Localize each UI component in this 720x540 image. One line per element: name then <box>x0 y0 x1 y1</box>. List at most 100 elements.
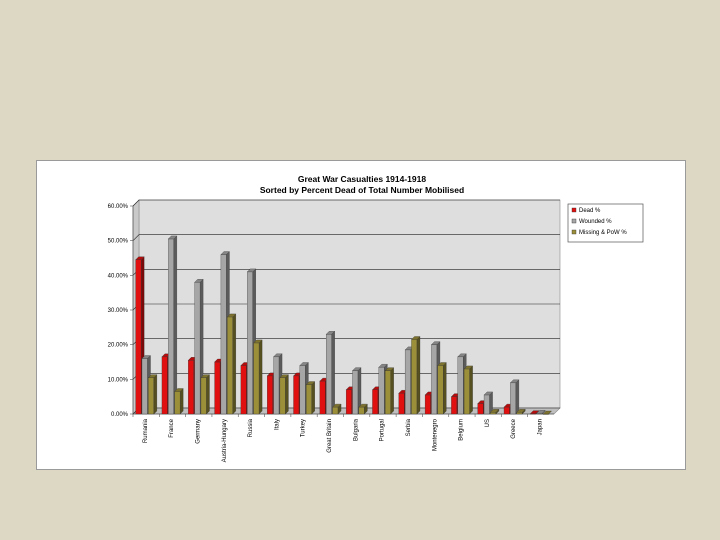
x-tick-label: Great Britain <box>327 419 333 453</box>
bar-top <box>437 362 447 366</box>
legend-entry: Dead % <box>579 208 601 214</box>
gridline <box>132 199 560 207</box>
legend: Dead % Wounded % Missing & PoW % <box>567 203 644 243</box>
bar-front <box>299 365 306 415</box>
bar-side <box>443 362 447 415</box>
x-tick-label: Germany <box>195 419 201 444</box>
bar-front <box>168 238 174 415</box>
bar-front <box>253 342 260 415</box>
bar-top <box>529 410 540 414</box>
bar-front <box>267 375 273 415</box>
legend-box <box>567 203 644 243</box>
bar-front <box>345 389 352 415</box>
bar <box>332 403 342 415</box>
bar <box>437 362 447 415</box>
gridline <box>132 234 560 241</box>
bar-side <box>416 336 421 415</box>
bar-front <box>220 254 227 415</box>
bar-top <box>516 409 526 413</box>
x-tick-label: Turkey <box>301 419 307 437</box>
bar-front <box>451 396 458 415</box>
bar-front <box>437 365 444 415</box>
bar-side <box>232 313 236 415</box>
bar-top <box>542 410 552 415</box>
bar <box>463 365 473 415</box>
legend-entry: Missing & PoW % <box>579 230 627 236</box>
x-tick-label: France <box>169 418 175 437</box>
bar <box>384 367 395 415</box>
y-tick-label: 50.00% <box>108 239 129 245</box>
x-tick-label: US <box>485 419 491 427</box>
bar-top <box>279 374 289 378</box>
bar-top <box>141 355 151 359</box>
bar-front <box>306 384 312 415</box>
bar-top <box>194 279 204 283</box>
bar-top <box>299 362 309 366</box>
y-tick-label: 10.00% <box>108 377 129 383</box>
bar-top <box>352 367 362 371</box>
bar-front <box>457 356 464 415</box>
bar-front <box>352 370 359 415</box>
bar <box>483 391 493 415</box>
bar <box>305 381 316 415</box>
bar-side <box>515 379 520 415</box>
bar-front <box>319 380 326 415</box>
bar-top <box>226 313 237 318</box>
bar-front <box>141 358 148 415</box>
bar-front <box>293 375 300 415</box>
bar-side <box>311 381 315 415</box>
bar-top <box>384 367 395 371</box>
x-tick-label: Rumania <box>143 418 149 443</box>
bar <box>490 408 500 415</box>
bar-top <box>457 353 467 357</box>
x-tick-label: Russia <box>248 418 254 437</box>
bar-top <box>431 341 441 345</box>
bar-front <box>503 406 510 415</box>
bar-front <box>326 334 332 415</box>
bar-front <box>161 356 168 415</box>
x-tick-label: Portugal <box>380 419 386 441</box>
bar-top <box>483 391 493 396</box>
bar-front <box>404 349 411 415</box>
bar-top <box>273 353 283 357</box>
x-tick-label: Bulgaria <box>353 418 359 441</box>
chart-panel: Great War Casualties 1914-1918 Sorted by… <box>36 160 686 470</box>
bar-front <box>510 382 517 415</box>
bar-front <box>477 403 484 415</box>
bar-front <box>135 259 142 415</box>
y-tick-label: 30.00% <box>108 308 129 314</box>
bar-front <box>385 370 391 415</box>
bar-top <box>463 365 473 370</box>
bar-top <box>490 409 500 413</box>
bar-front <box>378 367 385 415</box>
chart-subtitle: Sorted by Percent Dead of Total Number M… <box>260 185 464 195</box>
legend-swatch <box>571 218 577 224</box>
bar-front <box>247 271 253 415</box>
bar-top <box>305 381 316 385</box>
bar-front <box>411 339 418 415</box>
bar-chart: Great War Casualties 1914-1918 Sorted by… <box>108 174 644 462</box>
bar-top <box>358 403 368 408</box>
bar-top <box>411 336 421 340</box>
bar-side <box>180 388 184 415</box>
y-tick-label: 0.00% <box>111 412 129 418</box>
bar <box>536 409 546 415</box>
bar <box>167 235 178 415</box>
bar <box>279 374 289 415</box>
bar <box>352 367 362 415</box>
bar-top <box>200 374 210 378</box>
bar-side <box>331 330 335 415</box>
x-tick-label: Serbia <box>406 418 412 436</box>
bar-top <box>332 403 342 408</box>
bar-top <box>325 331 336 335</box>
bar <box>325 330 336 415</box>
x-tick-label: Greece <box>511 418 517 438</box>
bar-side <box>285 374 289 415</box>
legend-swatch <box>571 207 577 213</box>
bar-front <box>273 356 280 415</box>
y-tick-label: 40.00% <box>108 273 129 279</box>
bar-front <box>358 406 365 415</box>
plot-area: 0.00% 10.00% 20.00% 30.00% 40.00% 50.00% 60.00… <box>108 199 561 462</box>
bar-front <box>214 361 221 415</box>
y-tick-label: 20.00% <box>108 343 129 349</box>
